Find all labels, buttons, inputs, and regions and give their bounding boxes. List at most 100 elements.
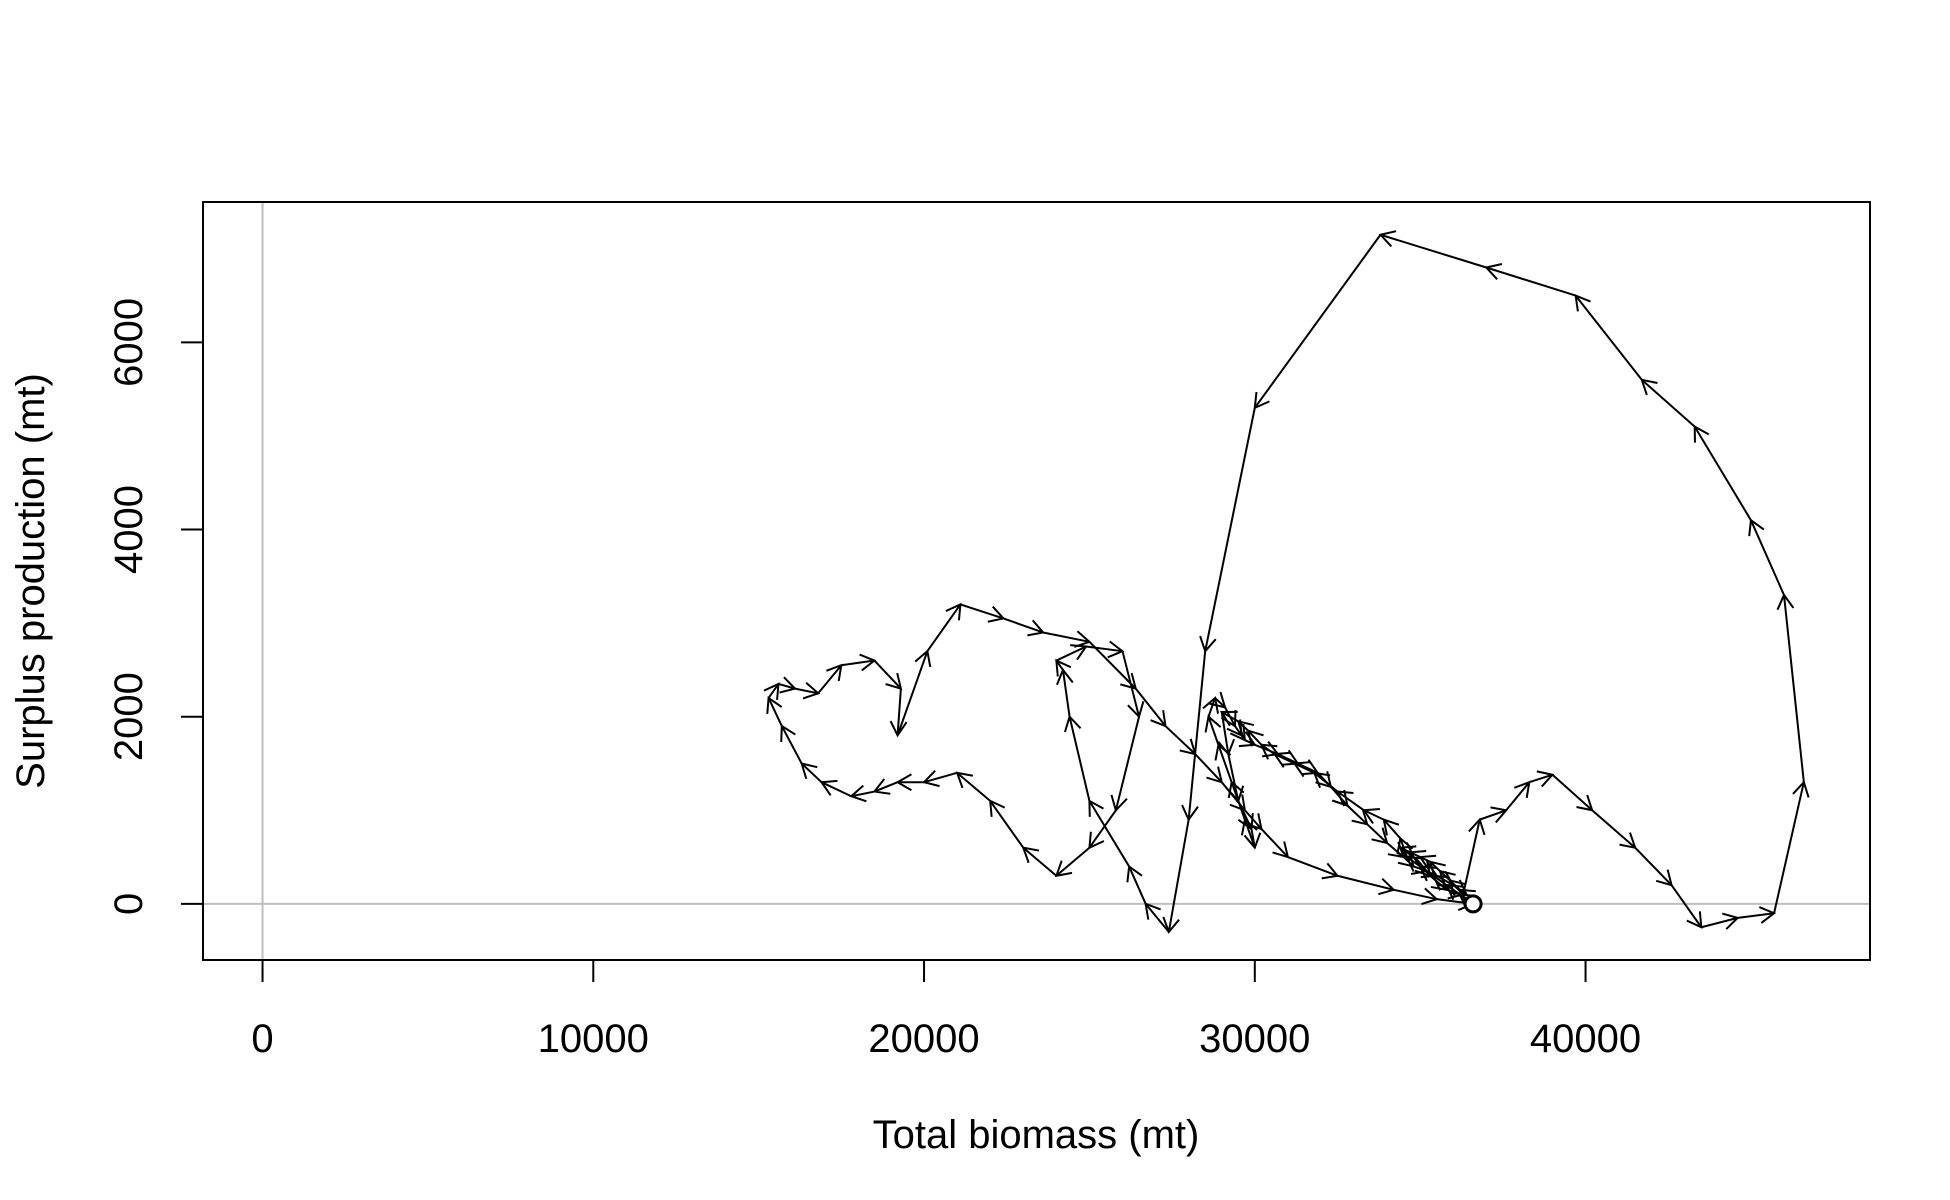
trajectory-segment bbox=[1207, 697, 1217, 718]
trajectory-segment bbox=[1042, 631, 1090, 643]
trajectory-segment bbox=[1346, 804, 1368, 826]
trajectory-segment bbox=[956, 772, 991, 802]
trajectory-segment bbox=[1294, 762, 1315, 774]
trajectory-segment bbox=[1479, 809, 1507, 821]
y-tick-label: 2000 bbox=[107, 672, 151, 761]
trajectory-segment bbox=[1085, 645, 1123, 653]
trajectory-segment bbox=[1144, 903, 1170, 933]
trajectory-segment bbox=[1134, 687, 1167, 727]
trajectory-arrowhead bbox=[819, 779, 838, 796]
trajectory-arrowhead bbox=[1073, 630, 1092, 648]
trajectory-arrowhead bbox=[1064, 714, 1082, 733]
trajectory-segment bbox=[1591, 809, 1636, 849]
trajectory-segment bbox=[1244, 809, 1263, 830]
y-tick-label: 0 bbox=[107, 893, 151, 915]
trajectory-arrowhead bbox=[1574, 294, 1591, 312]
x-tick-label: 30000 bbox=[1199, 1017, 1310, 1061]
y-tick-label: 6000 bbox=[107, 298, 151, 387]
trajectory-arrowhead bbox=[1209, 691, 1227, 709]
trajectory-arrowhead bbox=[1748, 518, 1765, 537]
trajectory-arrowhead bbox=[1261, 740, 1280, 758]
trajectory-segment bbox=[1088, 800, 1130, 867]
trajectory-segment bbox=[1217, 744, 1233, 783]
y-axis: 0 2000 4000 6000 bbox=[107, 298, 204, 915]
x-tick-label: 40000 bbox=[1530, 1017, 1641, 1061]
y-tick-label: 4000 bbox=[107, 485, 151, 574]
trajectory-segment bbox=[960, 603, 1004, 620]
trajectory-arrowhead bbox=[1181, 804, 1199, 822]
trajectory-segment bbox=[1399, 846, 1415, 858]
trajectory-arrowhead bbox=[1150, 710, 1167, 728]
trajectory-segment bbox=[1529, 773, 1553, 784]
trajectory-segment bbox=[1194, 753, 1223, 783]
trajectory-arrowhead bbox=[885, 672, 903, 691]
trajectory-segment bbox=[1022, 846, 1057, 877]
trajectory-arrowhead bbox=[872, 778, 891, 795]
trajectory-segment bbox=[1429, 875, 1448, 891]
trajectory-arrowhead bbox=[987, 605, 1006, 623]
trajectory-segment bbox=[1737, 912, 1775, 919]
trajectory-segment bbox=[1214, 697, 1226, 709]
trajectory-segment bbox=[1330, 786, 1349, 807]
trajectory-segment bbox=[1701, 916, 1738, 929]
trajectory-arrowhead bbox=[1421, 887, 1439, 905]
trajectory-segment bbox=[1088, 809, 1117, 849]
trajectory-segment bbox=[800, 762, 823, 783]
trajectory-segment bbox=[1393, 888, 1437, 901]
trajectory-segment bbox=[1003, 617, 1044, 634]
trajectory-segment bbox=[1227, 753, 1240, 802]
trajectory-segment bbox=[1429, 861, 1441, 872]
trajectory-segment bbox=[896, 688, 902, 736]
trajectory-arrowhead bbox=[1301, 759, 1320, 776]
trajectory-segment bbox=[1634, 847, 1673, 886]
trajectory-segment bbox=[1412, 856, 1431, 877]
trajectory-segment bbox=[1204, 407, 1256, 652]
trajectory-segment bbox=[923, 771, 958, 784]
trajectory-segment bbox=[1363, 809, 1385, 821]
trajectory-arrowhead bbox=[1513, 780, 1531, 799]
trajectory-arrowhead bbox=[1351, 808, 1369, 826]
trajectory-segment bbox=[1316, 772, 1332, 788]
trajectory-segment bbox=[1750, 519, 1785, 596]
trajectory-segment bbox=[1641, 379, 1696, 428]
end-point-marker bbox=[1463, 894, 1483, 914]
trajectory-arrowhead bbox=[1450, 879, 1469, 896]
trajectory-segment bbox=[1114, 716, 1141, 811]
trajectory-segment bbox=[1402, 856, 1415, 868]
trajectory-arrowhead bbox=[1447, 882, 1466, 900]
x-tick-label: 20000 bbox=[868, 1017, 979, 1061]
trajectory-segment bbox=[1055, 846, 1091, 877]
trajectory-segment bbox=[1224, 706, 1236, 727]
x-tick-label: 10000 bbox=[538, 1017, 649, 1061]
trajectory-arrowhead bbox=[1315, 771, 1333, 789]
trajectory-arrowhead bbox=[1420, 862, 1439, 879]
trajectory-segment bbox=[780, 725, 803, 764]
trajectory-arrowhead bbox=[1088, 799, 1104, 817]
trajectory-arrowhead bbox=[1220, 710, 1237, 728]
x-axis-label: Total biomass (mt) bbox=[873, 1113, 1200, 1157]
x-tick-label: 0 bbox=[251, 1017, 273, 1061]
trajectory-segment bbox=[817, 664, 843, 694]
trajectory-arrowhead bbox=[955, 771, 974, 789]
trajectory-segment bbox=[794, 687, 819, 695]
trajectory-segment bbox=[1187, 651, 1207, 820]
trajectory-segment bbox=[1297, 762, 1319, 774]
trajectory-segment bbox=[821, 781, 852, 798]
trajectory-arrowhead bbox=[1792, 780, 1810, 798]
trajectory-segment bbox=[1061, 669, 1071, 717]
trajectory-segment bbox=[1337, 874, 1394, 891]
trajectory-segment bbox=[1551, 773, 1593, 812]
trajectory-arrowhead bbox=[849, 784, 867, 803]
trajectory-segment bbox=[1164, 725, 1196, 755]
trajectory-segment bbox=[1366, 823, 1388, 844]
trajectory-segment bbox=[1446, 888, 1464, 896]
trajectory-segment bbox=[1068, 716, 1091, 802]
trajectory-arrowhead bbox=[1253, 391, 1270, 410]
trajectory-segment bbox=[1207, 716, 1220, 746]
trajectory-segment bbox=[851, 790, 875, 798]
trajectory-segment bbox=[841, 659, 875, 667]
trajectory-segment bbox=[1336, 790, 1365, 812]
trajectory-segment bbox=[1274, 753, 1295, 765]
trajectory-arrowhead bbox=[1245, 813, 1263, 831]
